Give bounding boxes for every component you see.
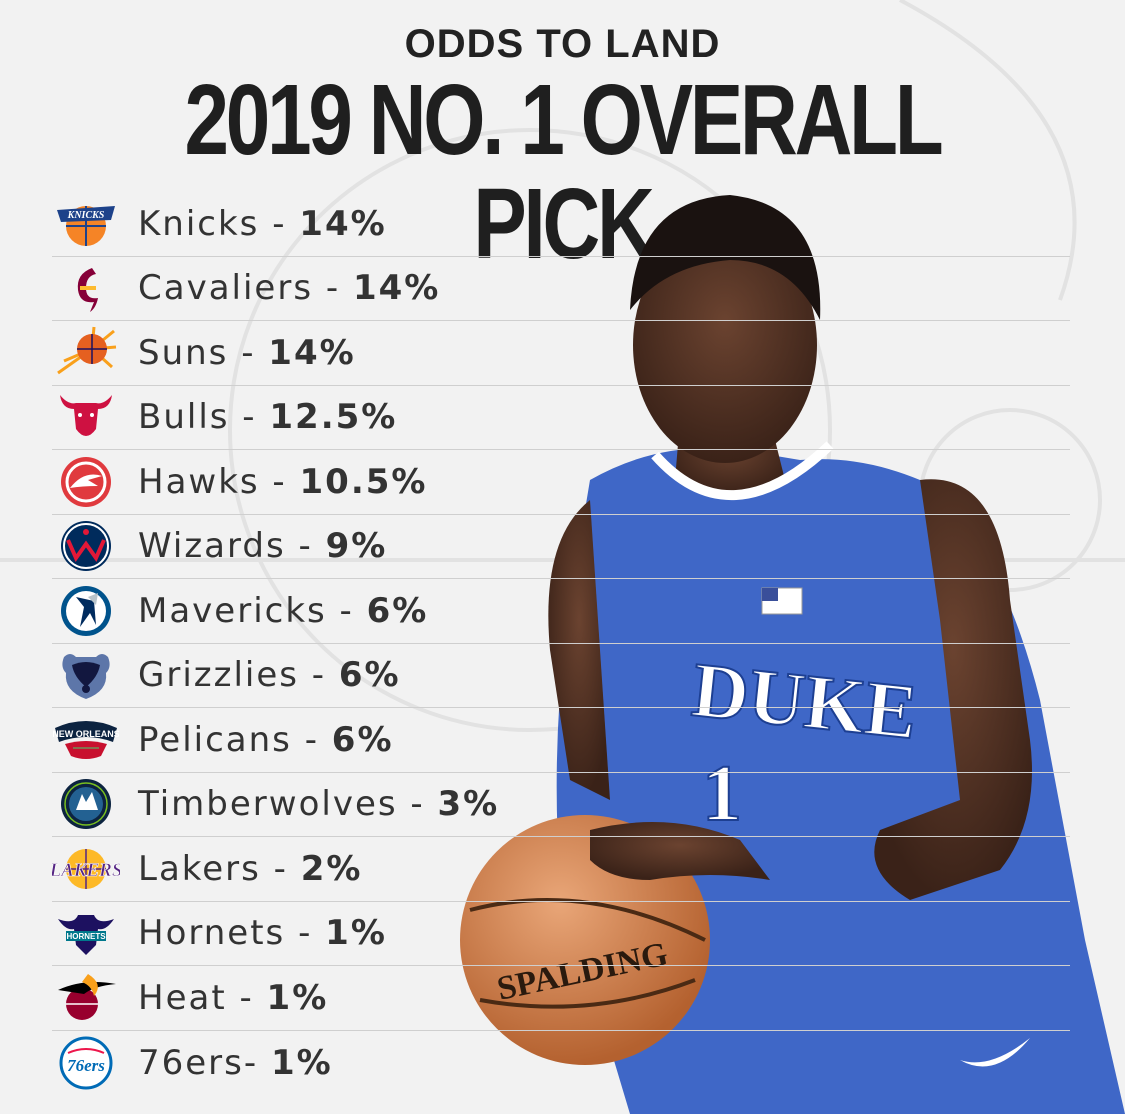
list-item: Suns - 14% xyxy=(52,321,1070,386)
player-photo: DUKE 1 SPALDING xyxy=(460,195,1125,1114)
odds-value: 14% xyxy=(268,332,356,373)
odds-list: KNICKS Knicks - 14% Cavaliers - 14% Suns… xyxy=(52,192,1070,1095)
svg-text:76ers: 76ers xyxy=(67,1056,105,1075)
header: ODDS TO LAND 2019 NO. 1 OVERALL PICK xyxy=(0,22,1125,276)
team-name: Mavericks xyxy=(138,590,327,631)
team-name: Heat xyxy=(138,977,227,1018)
list-item: Cavaliers - 14% xyxy=(52,257,1070,321)
team-name: Lakers xyxy=(138,848,261,889)
list-item: HORNETS Hornets - 1% xyxy=(52,902,1070,966)
odds-value: 14% xyxy=(299,203,387,244)
timberwolves-logo-icon xyxy=(52,775,120,833)
page-title: 2019 NO. 1 OVERALL PICK xyxy=(184,64,944,280)
mavericks-logo-icon xyxy=(52,582,120,640)
team-name: 76ers xyxy=(138,1042,244,1083)
list-item: Wizards - 9% xyxy=(52,515,1070,579)
cavaliers-logo-icon xyxy=(52,259,120,317)
list-item: Heat - 1% xyxy=(52,966,1070,1031)
team-name: Hornets xyxy=(138,913,286,954)
list-item: Mavericks - 6% xyxy=(52,579,1070,644)
team-name: Pelicans xyxy=(138,719,292,760)
pelicans-logo-icon: NEW ORLEANS xyxy=(52,711,120,769)
team-name: Cavaliers xyxy=(138,268,314,309)
hawks-logo-icon xyxy=(52,453,120,511)
odds-value: 6% xyxy=(338,655,401,696)
odds-value: 6% xyxy=(366,590,429,631)
team-name: Grizzlies xyxy=(138,655,299,696)
odds-value: 1% xyxy=(266,977,329,1018)
odds-value: 12.5% xyxy=(269,397,398,438)
svg-text:NEW ORLEANS: NEW ORLEANS xyxy=(53,729,119,739)
odds-value: 2% xyxy=(300,848,363,889)
svg-text:KNICKS: KNICKS xyxy=(67,210,105,221)
list-item: Hawks - 10.5% xyxy=(52,450,1070,515)
list-item: Timberwolves - 3% xyxy=(52,773,1070,837)
team-name: Knicks xyxy=(138,203,260,244)
odds-value: 9% xyxy=(325,526,388,567)
odds-value: 1% xyxy=(270,1042,333,1083)
list-item: KNICKS Knicks - 14% xyxy=(52,192,1070,257)
team-name: Suns xyxy=(138,332,229,373)
hornets-logo-icon: HORNETS xyxy=(52,904,120,962)
list-item: NEW ORLEANS Pelicans - 6% xyxy=(52,708,1070,773)
list-item: Grizzlies - 6% xyxy=(52,644,1070,708)
odds-value: 14% xyxy=(352,268,441,309)
knicks-logo-icon: KNICKS xyxy=(52,195,120,253)
list-item: LAKERS Lakers - 2% xyxy=(52,837,1070,902)
subtitle: ODDS TO LAND xyxy=(404,22,721,66)
team-name: Hawks xyxy=(138,461,260,502)
team-name: Timberwolves xyxy=(138,784,398,825)
list-item: Bulls - 12.5% xyxy=(52,386,1070,450)
list-item: 76ers 76ers- 1% xyxy=(52,1031,1070,1096)
bulls-logo-icon xyxy=(52,388,120,446)
wizards-logo-icon xyxy=(52,517,120,575)
jersey-number: 1 xyxy=(702,750,742,838)
odds-value: 10.5% xyxy=(299,461,428,502)
suns-logo-icon xyxy=(52,324,120,382)
svg-text:HORNETS: HORNETS xyxy=(66,932,106,941)
sixers-logo-icon: 76ers xyxy=(52,1034,120,1092)
grizzlies-logo-icon xyxy=(52,646,120,704)
odds-value: 6% xyxy=(331,719,394,760)
svg-text:LAKERS: LAKERS xyxy=(52,860,120,881)
odds-value: 1% xyxy=(325,913,387,954)
heat-logo-icon xyxy=(52,969,120,1027)
odds-value: 3% xyxy=(437,784,500,825)
team-name: Bulls xyxy=(138,397,230,438)
lakers-logo-icon: LAKERS xyxy=(52,840,120,898)
team-name: Wizards xyxy=(138,526,286,567)
